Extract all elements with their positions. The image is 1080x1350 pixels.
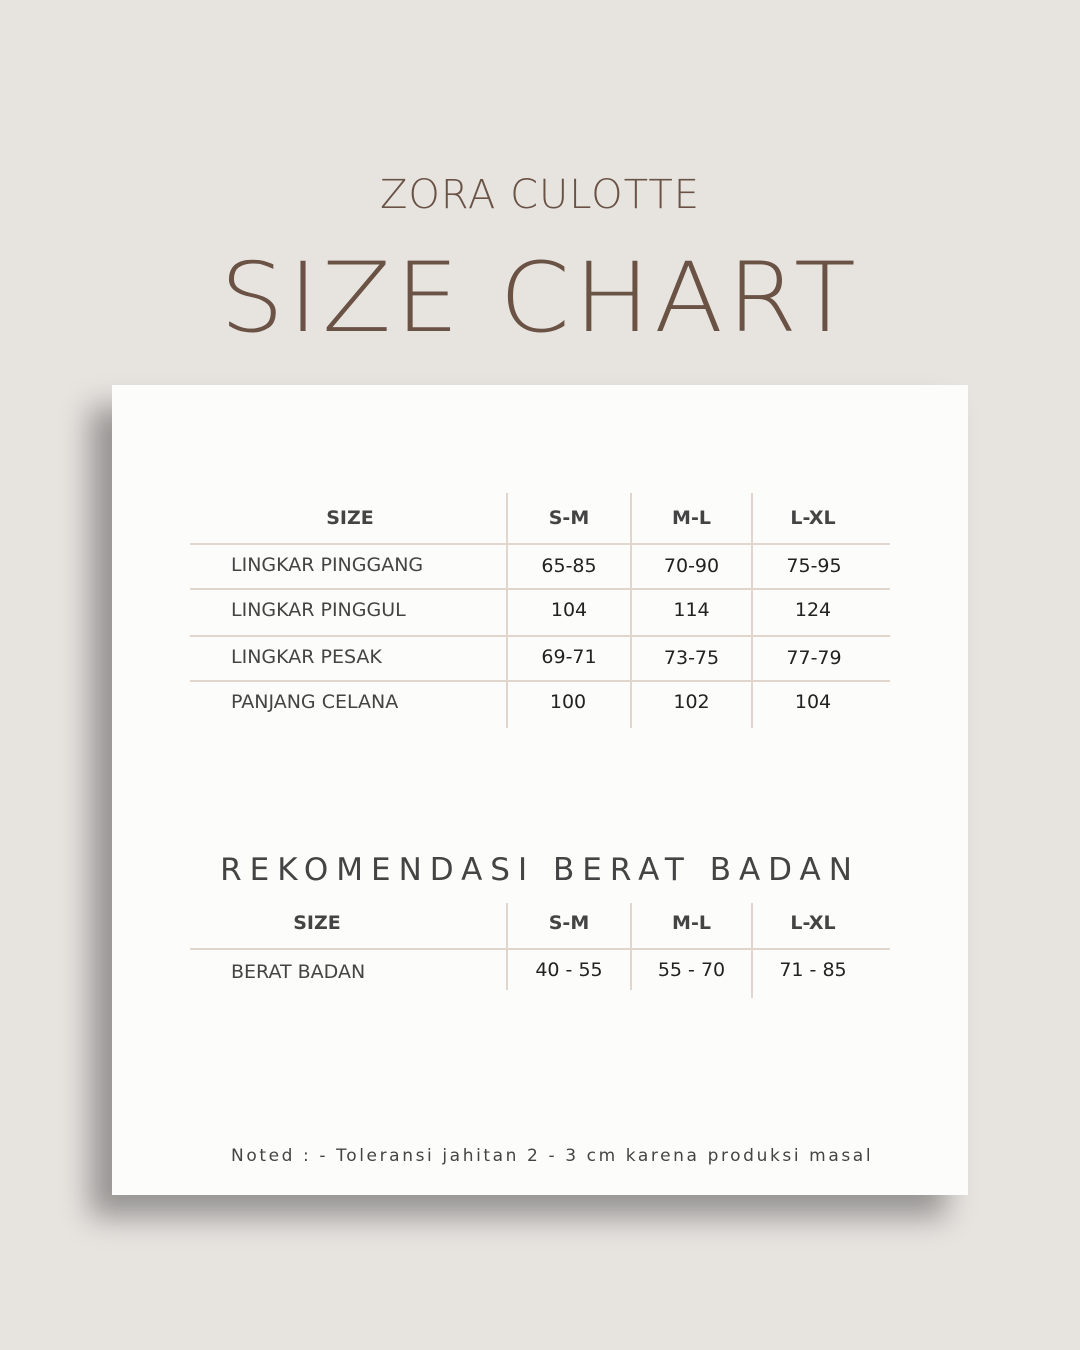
column-header-l-xl: L-XL: [790, 507, 836, 529]
grid-line: [190, 588, 890, 590]
grid-line: [630, 493, 632, 728]
grid-line: [506, 493, 508, 728]
grid-line: [751, 493, 753, 728]
grid-line: [190, 680, 890, 682]
cell: 100: [549, 691, 587, 713]
cell: 71 - 85: [779, 959, 847, 981]
cell: 114: [673, 599, 710, 621]
row-label: PANJANG CELANA: [231, 691, 399, 713]
cell: 75-95: [786, 555, 842, 577]
weight-section-title: REKOMENDASI BERAT BADAN: [220, 852, 860, 888]
column-header-l-xl: L-XL: [790, 912, 836, 934]
grid-line: [751, 903, 753, 998]
grid-line: [190, 543, 890, 545]
column-header-size: SIZE: [293, 912, 341, 934]
cell: 77-79: [786, 647, 842, 669]
cell: 102: [673, 691, 710, 713]
tolerance-note: Noted : - Toleransi jahitan 2 - 3 cm kar…: [231, 1146, 874, 1166]
cell: 55 - 70: [657, 959, 726, 981]
column-header-s-m: S-M: [548, 912, 590, 934]
column-header-m-l: M-L: [672, 507, 711, 529]
page-title: SIZE CHART: [220, 242, 860, 354]
grid-line: [190, 948, 890, 950]
cell: 124: [794, 599, 832, 621]
cell: 104: [794, 691, 832, 713]
column-header-size: SIZE: [326, 507, 374, 529]
row-label: BERAT BADAN: [231, 961, 366, 983]
row-label: LINGKAR PINGGANG: [231, 554, 424, 576]
cell: 65-85: [541, 555, 597, 577]
row-label: LINGKAR PESAK: [231, 646, 382, 668]
grid-line: [506, 903, 508, 990]
grid-line: [190, 635, 890, 637]
product-name: ZORA CULOTTE: [379, 172, 701, 218]
cell: 40 - 55: [535, 959, 603, 981]
column-header-s-m: S-M: [548, 507, 590, 529]
grid-line: [630, 903, 632, 990]
row-label: LINGKAR PINGGUL: [231, 599, 406, 621]
size-chart-card: [112, 385, 968, 1195]
cell: 69-71: [541, 646, 597, 668]
cell: 73-75: [663, 647, 720, 669]
cell: 104: [550, 599, 588, 621]
cell: 70-90: [663, 555, 720, 577]
column-header-m-l: M-L: [672, 912, 711, 934]
